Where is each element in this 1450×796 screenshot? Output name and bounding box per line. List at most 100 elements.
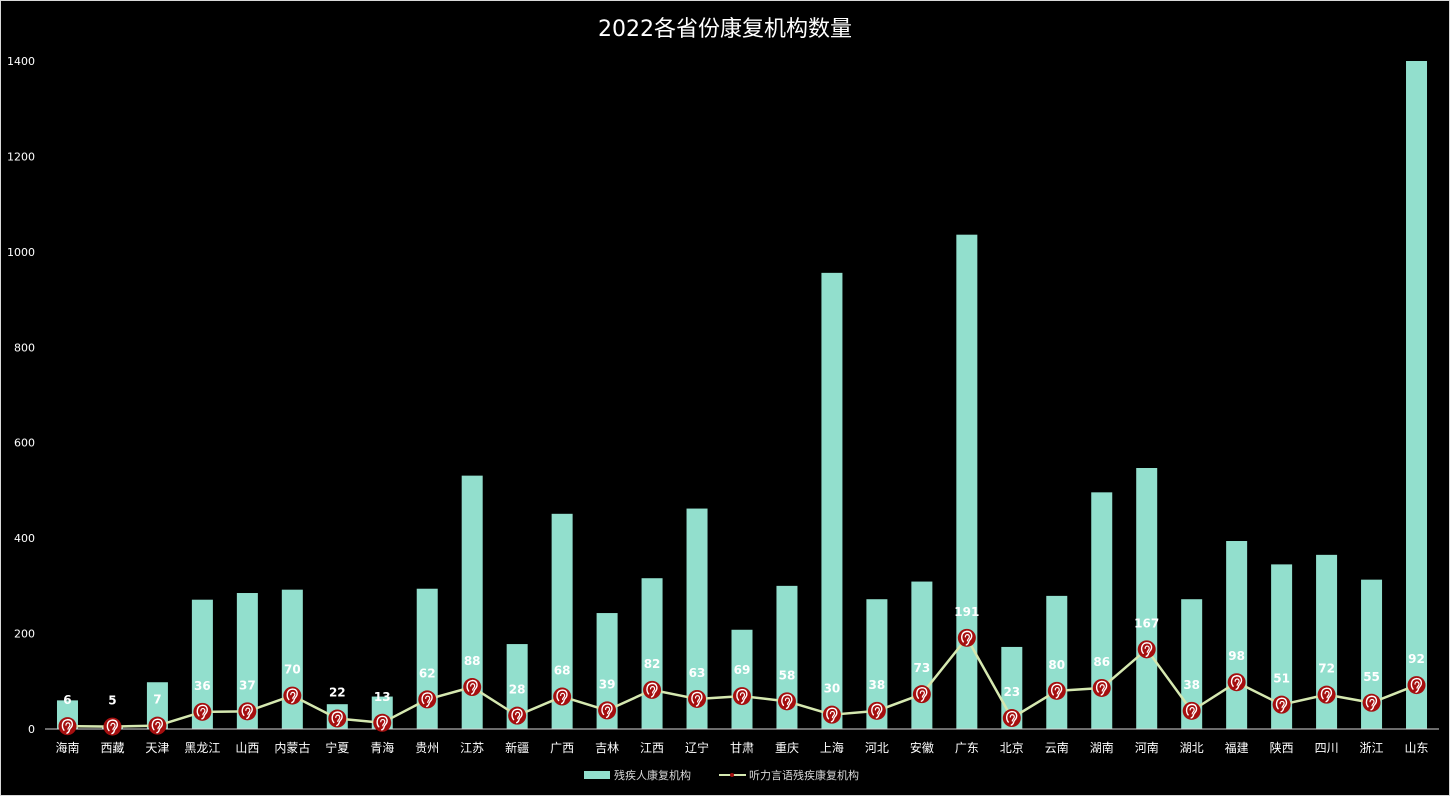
bar xyxy=(1136,468,1158,729)
ear-outline xyxy=(1095,680,1108,696)
bar xyxy=(686,508,708,729)
ear-outline xyxy=(1006,710,1018,726)
ear-inner xyxy=(1414,681,1420,689)
legend-label-bar: 残疾人康复机构 xyxy=(614,768,691,782)
ear-outline xyxy=(61,718,73,734)
ear-icon xyxy=(373,713,392,732)
ear-outline xyxy=(1051,683,1063,699)
x-tick-label: 西藏 xyxy=(100,741,124,755)
ear-outline xyxy=(826,707,838,723)
legend-marker xyxy=(730,773,734,777)
ear-inner xyxy=(1324,690,1330,699)
data-label: 13 xyxy=(374,690,391,704)
ear-inner xyxy=(1099,684,1105,692)
ear-inner xyxy=(1054,686,1060,695)
bar xyxy=(1181,599,1203,729)
ear-icon xyxy=(643,680,662,699)
ear-outline xyxy=(646,682,658,698)
y-tick-label: 1400 xyxy=(7,55,35,68)
ear-outline xyxy=(241,704,253,720)
bar xyxy=(821,272,843,729)
ear-outline xyxy=(151,718,163,734)
ear-icon xyxy=(328,709,347,728)
ear-icon xyxy=(912,685,931,704)
ear-outline xyxy=(106,719,118,735)
ear-outline xyxy=(376,715,388,731)
bar xyxy=(866,599,888,729)
bar xyxy=(911,581,933,729)
y-tick-label: 600 xyxy=(14,437,35,450)
bar xyxy=(731,629,753,729)
data-label: 80 xyxy=(1048,658,1065,672)
ear-icon xyxy=(777,692,796,711)
ear-outline xyxy=(916,686,928,702)
ear-icon xyxy=(1092,678,1111,697)
data-label: 88 xyxy=(464,654,481,668)
ear-inner xyxy=(110,722,116,731)
ear-outline xyxy=(871,703,883,719)
ear-icon xyxy=(1317,685,1336,704)
ear-outline xyxy=(466,679,478,695)
data-label: 38 xyxy=(1183,678,1200,692)
ear-inner xyxy=(829,710,836,719)
x-tick-label: 浙江 xyxy=(1360,741,1384,755)
data-label: 37 xyxy=(239,678,256,692)
ear-inner xyxy=(604,706,611,714)
ear-outline xyxy=(1140,642,1153,658)
y-tick-label: 0 xyxy=(28,723,35,736)
x-tick-label: 上海 xyxy=(820,740,844,755)
ear-inner xyxy=(784,697,791,705)
data-label: 73 xyxy=(914,661,931,675)
data-label: 68 xyxy=(554,664,571,678)
ear-inner xyxy=(470,683,476,691)
ear-icon xyxy=(418,690,437,709)
ear-inner xyxy=(155,721,161,730)
data-label: 72 xyxy=(1318,662,1335,676)
ear-icon xyxy=(1137,640,1156,659)
ear-icon xyxy=(957,628,976,647)
ear-icon xyxy=(1047,681,1066,700)
x-tick-label: 广西 xyxy=(550,741,574,755)
ear-outline xyxy=(421,692,433,708)
data-label: 51 xyxy=(1273,672,1290,686)
bar xyxy=(506,644,528,729)
ear-icon xyxy=(1362,693,1381,712)
x-tick-label: 辽宁 xyxy=(685,740,709,755)
ear-outline xyxy=(286,688,298,704)
ear-outline xyxy=(556,689,568,705)
ear-icon xyxy=(103,717,122,736)
x-axis: 海南 西藏 天津 黑龙江 山西 内蒙古 宁夏 青海 贵州 江苏 新疆 广西 吉林 江西 辽宁 甘肃 重庆 上海 河北… xyxy=(55,740,1428,755)
bar xyxy=(461,475,483,729)
bar xyxy=(776,585,798,729)
data-label: 7 xyxy=(153,693,161,707)
ear-icon xyxy=(1182,701,1201,720)
ear-icon xyxy=(598,701,617,720)
ear-icon xyxy=(283,686,302,705)
data-label: 69 xyxy=(734,663,751,677)
ear-icon xyxy=(508,706,527,725)
ear-inner xyxy=(1369,698,1375,707)
data-label: 82 xyxy=(644,657,661,671)
x-tick-label: 北京 xyxy=(1000,741,1024,755)
ear-outline xyxy=(736,688,748,704)
bar xyxy=(641,578,663,729)
ear-outline xyxy=(961,630,973,646)
ear-icon xyxy=(463,678,482,697)
ear-outline xyxy=(511,708,523,724)
ear-inner xyxy=(560,692,566,701)
x-tick-label: 广东 xyxy=(955,741,979,755)
y-tick-label: 1000 xyxy=(7,246,35,259)
x-tick-label: 福建 xyxy=(1225,740,1249,755)
x-tick-label: 四川 xyxy=(1315,741,1339,755)
bar xyxy=(551,513,573,729)
x-tick-label: 河北 xyxy=(865,741,889,755)
x-tick-label: 甘肃 xyxy=(730,741,754,755)
ear-icon xyxy=(148,716,167,735)
chart-title: 2022各省份康复机构数量 xyxy=(598,17,852,42)
x-tick-label: 山西 xyxy=(235,741,259,755)
ear-icon xyxy=(733,687,751,706)
bar xyxy=(1406,61,1428,729)
ear-inner xyxy=(65,722,71,730)
ear-icon xyxy=(688,689,707,708)
